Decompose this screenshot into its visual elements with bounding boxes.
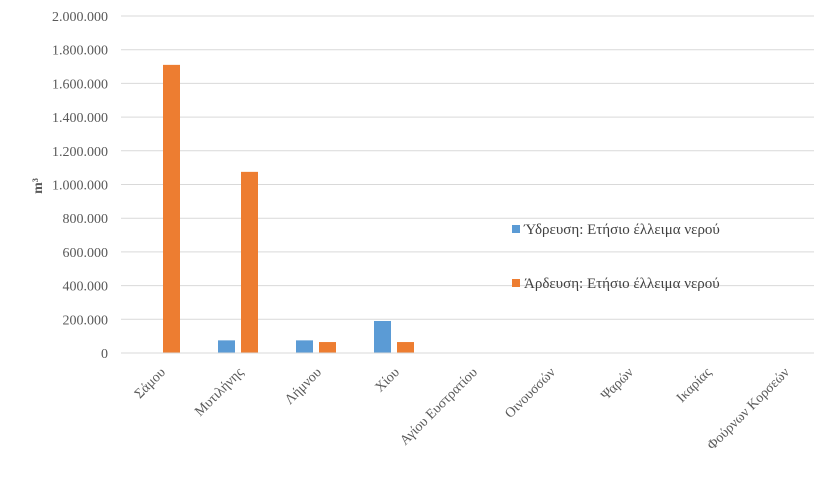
- bar: [218, 340, 235, 353]
- y-tick-label: 1.000.000: [52, 179, 108, 194]
- bar: [319, 342, 336, 353]
- y-tick-label: 400.000: [63, 280, 109, 295]
- bar: [296, 340, 313, 353]
- bar: [374, 320, 391, 353]
- x-tick-label: Σάμου: [132, 365, 169, 402]
- y-tick-label: 600.000: [63, 246, 109, 261]
- legend-swatch: [512, 225, 520, 233]
- bars: [163, 64, 414, 354]
- y-tick-label: 1.200.000: [52, 145, 108, 160]
- bar: [397, 342, 414, 353]
- bar: [241, 171, 258, 353]
- legend-label: Ύδρευση: Ετήσιο έλλειμα νερού: [523, 222, 720, 238]
- y-tick-label: 2.000.000: [52, 10, 108, 25]
- x-tick-label: Ικαρίας: [674, 365, 715, 406]
- y-tick-label: 0: [101, 347, 108, 362]
- y-tick-label: 800.000: [63, 212, 109, 227]
- y-tick-label: 1.600.000: [52, 77, 108, 92]
- x-tick-label: Φούρνων Κορσεών: [705, 365, 793, 453]
- legend-swatch: [512, 279, 520, 287]
- x-tick-label: Λήμνου: [282, 365, 325, 408]
- bar: [163, 64, 180, 354]
- x-tick-label: Μυτιλήνης: [192, 365, 247, 420]
- x-tick-label: Αγίου Ευστρατίου: [398, 365, 481, 448]
- x-tick-label: Οινουσσών: [502, 365, 558, 421]
- y-tick-label: 1.800.000: [52, 44, 108, 59]
- legend: Ύδρευση: Ετήσιο έλλειμα νερού Άρδευση: Ετ…: [512, 222, 720, 292]
- y-axis-ticks: 0 200.000 400.000 600.000 800.000 1.000.000 1.…: [52, 10, 108, 362]
- gridlines: [121, 15, 814, 320]
- legend-label: Άρδευση: Ετήσιο έλλειμα νερού: [524, 276, 720, 292]
- x-tick-label: Χίου: [373, 365, 403, 395]
- y-tick-label: 200.000: [63, 313, 109, 328]
- y-tick-label: 1.400.000: [52, 111, 108, 126]
- y-axis-label: m³: [31, 178, 46, 194]
- x-tick-label: Ψαρών: [598, 365, 636, 403]
